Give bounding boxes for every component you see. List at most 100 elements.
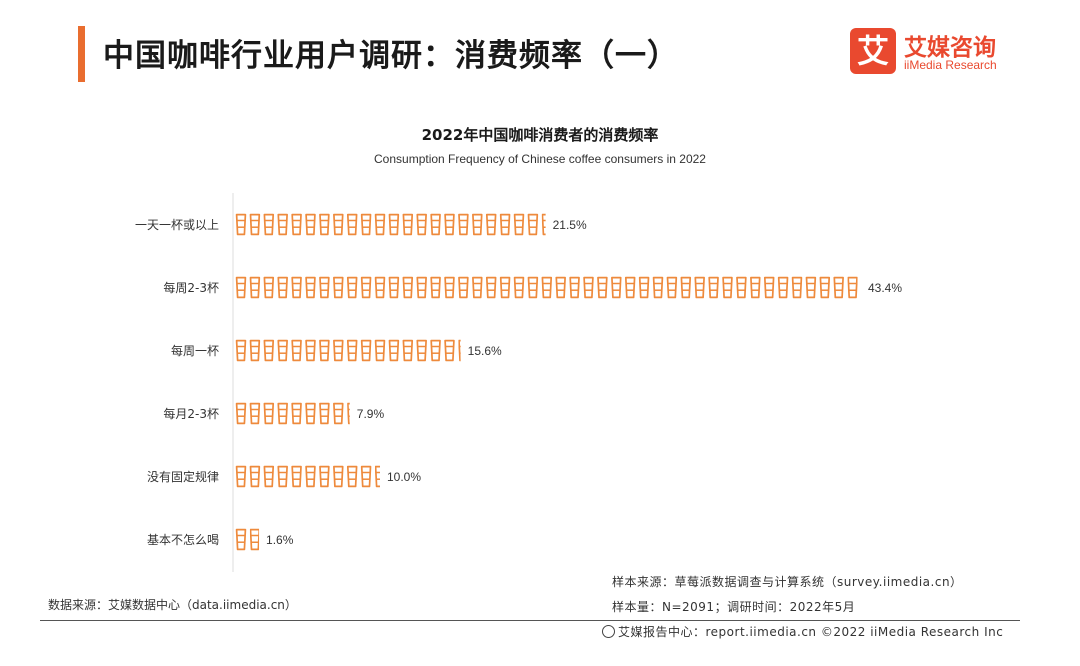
coffee-cup-icon bbox=[791, 276, 803, 299]
coffee-cup-icon bbox=[333, 465, 344, 488]
coffee-cup-icon bbox=[346, 276, 358, 299]
footer-credit: 艾媒报告中心：report.iimedia.cn ©2022 iiMedia R… bbox=[602, 623, 1003, 640]
coffee-cup-icon bbox=[708, 276, 719, 299]
coffee-cup-icon bbox=[680, 276, 692, 299]
coffee-cup-icon bbox=[402, 213, 414, 236]
page-title: 中国咖啡行业用户调研：消费频率（一） bbox=[103, 38, 679, 74]
coffee-cup-icon bbox=[360, 339, 372, 362]
coffee-cup-icon bbox=[513, 213, 525, 236]
chart-subtitle: Consumption Frequency of Chinese coffee … bbox=[374, 152, 706, 166]
coffee-cup-icon bbox=[444, 213, 455, 236]
coffee-cup-icon bbox=[555, 276, 566, 299]
coffee-cup-icon bbox=[402, 276, 414, 299]
coffee-cup-icon bbox=[291, 402, 302, 425]
coffee-cup-icon bbox=[263, 276, 275, 299]
footer-text: 艾媒报告中心：report.iimedia.cn ©2022 iiMedia R… bbox=[618, 625, 1004, 639]
footer-divider bbox=[40, 620, 1020, 621]
coffee-cup-icon bbox=[235, 402, 247, 425]
coffee-cup-icon bbox=[277, 402, 288, 425]
coffee-cup-icon bbox=[430, 339, 441, 362]
data-source-note: 数据来源：艾媒数据中心（data.iimedia.cn） bbox=[48, 598, 297, 612]
coffee-cup-icon bbox=[611, 276, 622, 299]
coffee-cup-icon bbox=[583, 276, 594, 299]
coffee-cup-icon bbox=[319, 276, 330, 299]
coffee-cup-icon bbox=[458, 213, 469, 236]
coffee-cup-icon bbox=[249, 528, 260, 551]
coffee-cup-icon bbox=[235, 276, 247, 299]
category-label: 每月2-3杯 bbox=[163, 406, 219, 421]
coffee-cup-icon bbox=[833, 276, 844, 299]
coffee-cup-icon bbox=[624, 276, 636, 299]
coffee-cup-icon bbox=[333, 213, 344, 236]
coffee-cup-icon bbox=[485, 276, 497, 299]
coffee-cup-icon bbox=[346, 339, 358, 362]
coffee-cup-icon bbox=[249, 339, 261, 362]
coffee-cup-icon bbox=[249, 213, 261, 236]
bar bbox=[235, 465, 381, 488]
coffee-cup-icon bbox=[777, 276, 789, 299]
category-label: 基本不怎么喝 bbox=[147, 532, 219, 547]
coffee-cup-icon bbox=[763, 276, 775, 299]
coffee-cup-icon bbox=[319, 402, 330, 425]
bar bbox=[235, 528, 260, 551]
logo-english-name: iiMedia Research bbox=[904, 58, 997, 72]
coffee-cup-icon bbox=[472, 276, 483, 299]
coffee-cup-icon bbox=[458, 276, 469, 299]
coffee-cup-icon bbox=[416, 276, 427, 299]
coffee-cup-icon bbox=[291, 276, 302, 299]
coffee-cup-icon bbox=[235, 213, 247, 236]
coffee-cup-icon bbox=[597, 276, 608, 299]
coffee-cup-icon bbox=[402, 339, 414, 362]
coffee-cup-icon bbox=[416, 339, 427, 362]
coffee-cup-icon bbox=[235, 528, 247, 551]
coffee-cup-icon bbox=[291, 339, 302, 362]
coffee-cup-icon bbox=[305, 276, 316, 299]
value-label: 43.4% bbox=[868, 281, 902, 295]
coffee-cup-icon bbox=[472, 213, 483, 236]
bars-group: 一天一杯或以上 21.5% 每周2-3杯 43.4% 每周一杯 15.6% 每月2-3杯 7.… bbox=[135, 213, 902, 551]
coffee-cup-icon bbox=[444, 339, 455, 362]
coffee-cup-icon bbox=[416, 213, 427, 236]
value-label: 21.5% bbox=[553, 218, 587, 232]
bar bbox=[235, 276, 858, 299]
coffee-cup-icon bbox=[319, 213, 330, 236]
coffee-cup-icon bbox=[694, 276, 705, 299]
category-label: 每周一杯 bbox=[171, 343, 219, 358]
coffee-cup-icon bbox=[319, 339, 330, 362]
coffee-cup-icon bbox=[305, 213, 316, 236]
bar bbox=[235, 339, 461, 362]
category-label: 一天一杯或以上 bbox=[135, 218, 219, 232]
coffee-cup-icon bbox=[249, 402, 261, 425]
coffee-cup-icon bbox=[499, 276, 511, 299]
coffee-cup-icon bbox=[736, 276, 747, 299]
bar bbox=[235, 213, 546, 236]
coffee-cup-icon bbox=[499, 213, 511, 236]
coffee-cup-icon bbox=[541, 276, 553, 299]
coffee-cup-icon bbox=[277, 339, 288, 362]
value-label: 10.0% bbox=[387, 470, 421, 484]
coffee-cup-icon bbox=[388, 276, 400, 299]
coffee-cup-icon bbox=[333, 402, 344, 425]
coffee-cup-icon bbox=[346, 465, 358, 488]
coffee-cup-icon bbox=[805, 276, 817, 299]
coffee-cup-icon bbox=[666, 276, 678, 299]
coffee-cup-icon bbox=[346, 213, 358, 236]
bar bbox=[235, 402, 350, 425]
chart-title: 2022年中国咖啡消费者的消费频率 bbox=[421, 126, 659, 144]
coffee-cup-icon bbox=[527, 276, 539, 299]
coffee-cup-icon bbox=[333, 339, 344, 362]
iimedia-logo: 艾 艾媒咨询 iiMedia Research bbox=[850, 28, 1030, 78]
coffee-cup-icon bbox=[374, 276, 386, 299]
coffee-cup-icon bbox=[277, 213, 288, 236]
coffee-cup-icon bbox=[375, 465, 381, 488]
coffee-cup-icon bbox=[819, 276, 831, 299]
category-label: 没有固定规律 bbox=[147, 469, 219, 484]
coffee-cup-icon bbox=[430, 213, 441, 236]
coffee-cup-icon bbox=[263, 465, 275, 488]
value-label: 1.6% bbox=[266, 533, 294, 547]
coffee-cup-icon bbox=[430, 276, 441, 299]
coffee-cup-icon bbox=[347, 402, 350, 425]
coffee-cup-icon bbox=[235, 339, 247, 362]
coffee-cup-icon bbox=[319, 465, 330, 488]
coffee-cup-icon bbox=[263, 402, 275, 425]
